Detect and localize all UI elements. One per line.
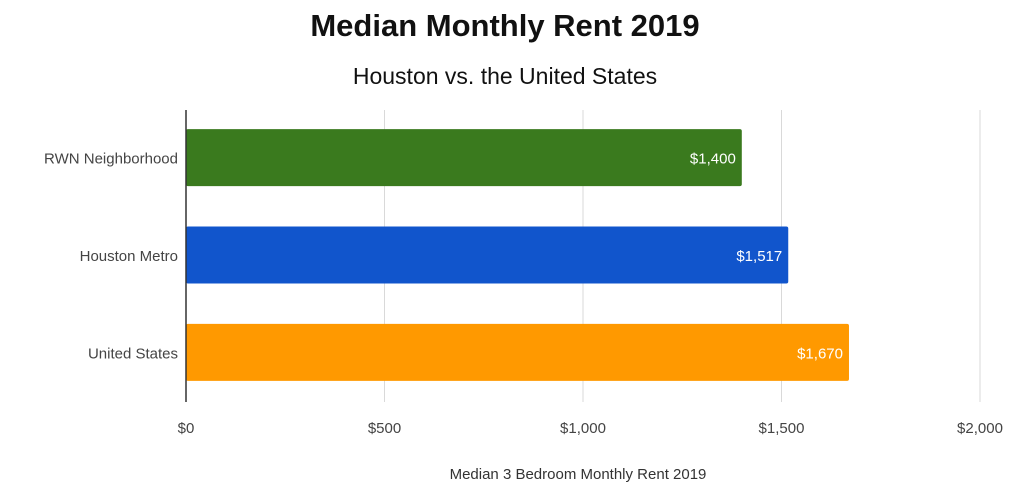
- category-label: Houston Metro: [80, 248, 178, 265]
- category-label: RWN Neighborhood: [44, 151, 178, 168]
- x-tick-label: $1,000: [560, 420, 606, 437]
- x-tick-label: $500: [368, 420, 401, 437]
- x-tick-label: $2,000: [957, 420, 1003, 437]
- bar-data-label: $1,517: [736, 248, 782, 265]
- x-tick-label: $1,500: [759, 420, 805, 437]
- x-axis-label: Median 3 Bedroom Monthly Rent 2019: [450, 466, 707, 483]
- chart-title: Median Monthly Rent 2019: [310, 8, 700, 43]
- category-labels: RWN Neighborhood Houston Metro United Stat…: [44, 151, 178, 363]
- bar-data-label: $1,400: [690, 151, 736, 168]
- x-tick-labels: $0 $500 $1,000 $1,500 $2,000: [178, 420, 1003, 437]
- bar: [186, 226, 789, 284]
- x-tick-label: $0: [178, 420, 195, 437]
- chart-subtitle: Houston vs. the United States: [352, 63, 658, 89]
- bar: [186, 323, 849, 381]
- bar-data-label: $1,670: [797, 345, 843, 362]
- category-label: United States: [88, 345, 178, 362]
- bar: [186, 129, 742, 187]
- bars: $1,400 $1,517 $1,670: [186, 129, 849, 381]
